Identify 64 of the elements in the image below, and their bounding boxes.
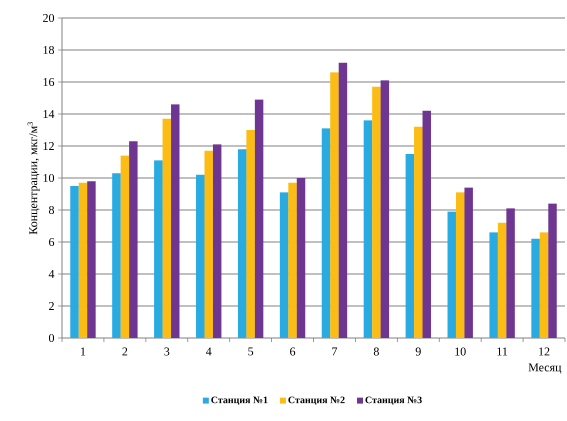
y-tick-label: 16	[44, 78, 54, 86]
x-tick-label: 2	[122, 347, 128, 356]
y-axis-title: Концентрации, мкг/м$^{3}$	[28, 122, 40, 234]
bar	[330, 72, 339, 338]
x-tick-label: 9	[416, 347, 421, 356]
legend-label: Станция №2	[288, 396, 345, 405]
legend-label: Станция №1	[211, 396, 268, 405]
bar	[112, 173, 121, 338]
x-tick-label: 12	[539, 347, 550, 356]
bar	[338, 62, 348, 338]
x-axis-title: Месяц	[528, 363, 562, 374]
x-tick-label: 1	[81, 348, 86, 356]
bar	[364, 120, 372, 338]
bar	[87, 181, 96, 338]
x-tick-label: 4	[206, 347, 212, 356]
bar	[422, 110, 431, 338]
bar	[162, 118, 172, 338]
bar	[296, 178, 306, 338]
bar	[204, 150, 213, 338]
y-tick-label: 12	[44, 142, 54, 150]
x-tick-label: 6	[290, 347, 296, 356]
x-tick-label: 3	[164, 347, 170, 356]
bar	[78, 182, 88, 338]
y-tick-label: 14	[44, 110, 54, 118]
bar	[548, 204, 557, 338]
y-tick-label: 2	[49, 302, 54, 310]
x-tick-label: 10	[455, 347, 466, 356]
bar	[196, 174, 204, 338]
y-tick-label: 4	[48, 270, 54, 278]
y-tick-label: 0	[48, 334, 54, 342]
bar	[531, 238, 540, 338]
y-tick-label: 18	[44, 46, 54, 54]
bar	[498, 222, 506, 338]
x-tick-label: 5	[248, 348, 254, 356]
bar	[414, 126, 423, 338]
bar	[540, 232, 548, 338]
bar	[120, 156, 130, 338]
y-tick-label: 6	[49, 238, 54, 246]
legend-label: Станция №3	[365, 396, 422, 405]
bar	[212, 144, 222, 338]
y-tick-label: 10	[44, 174, 54, 182]
x-tick-label: 8	[374, 347, 379, 356]
bar	[246, 130, 255, 338]
bar	[456, 192, 464, 338]
bar	[288, 182, 297, 338]
bar	[322, 128, 330, 338]
y-tick-label: 8	[48, 206, 54, 214]
bar	[129, 141, 138, 338]
bar	[280, 192, 288, 338]
bar	[464, 188, 473, 338]
bar	[372, 86, 381, 338]
bar	[70, 186, 79, 338]
bar	[489, 232, 498, 338]
bar	[380, 80, 390, 338]
bar	[506, 208, 515, 338]
bar	[448, 212, 456, 338]
x-tick-label: 7	[332, 348, 338, 356]
bar	[406, 154, 414, 338]
bar	[254, 100, 264, 338]
y-tick-label: 20	[43, 14, 54, 22]
bar	[154, 160, 163, 338]
bar	[238, 149, 246, 338]
bar	[171, 104, 180, 338]
x-tick-label: 11	[497, 348, 508, 356]
